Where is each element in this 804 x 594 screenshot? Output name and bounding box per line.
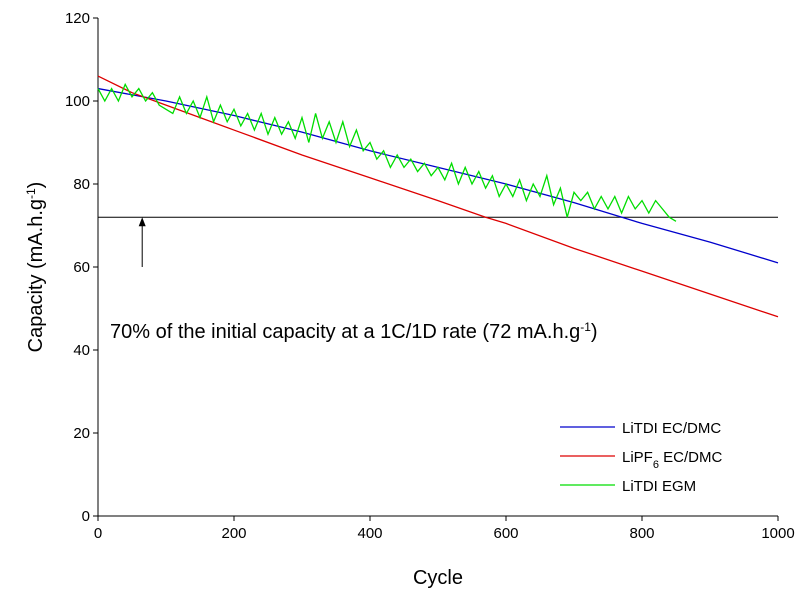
x-tick-label: 400: [357, 525, 382, 542]
legend-label: LiTDI EGM: [622, 478, 696, 495]
y-axis-label: Capacity (mA.h.g-1): [24, 182, 47, 353]
x-tick-label: 1000: [761, 525, 794, 542]
y-tick-label: 40: [73, 342, 90, 359]
annotation-sup: -1: [580, 320, 591, 334]
y-axis-label-part: Capacity (mA.h.g: [25, 199, 47, 352]
annotation-arrowhead: [138, 217, 146, 227]
legend-label-part: LiTDI EGM: [622, 478, 696, 495]
x-tick-label: 0: [94, 525, 102, 542]
x-axis-label: Cycle: [413, 567, 463, 589]
y-tick-label: 120: [65, 10, 90, 27]
x-tick-label: 200: [221, 525, 246, 542]
y-tick-label: 60: [73, 259, 90, 276]
series-line: [97, 82, 677, 222]
legend-label-part: LiTDI EC/DMC: [622, 420, 721, 437]
series-line: [97, 87, 779, 264]
annotation-part: 70% of the initial capacity at a 1C/1D r…: [110, 321, 580, 343]
y-axis-label-sup: -1: [24, 188, 38, 199]
y-tick-label: 80: [73, 176, 90, 193]
legend-label: LiPF6 EC/DMC: [622, 449, 722, 471]
x-tick-label: 800: [629, 525, 654, 542]
legend-label-part: EC/DMC: [659, 449, 723, 466]
legend-label-sub: 6: [653, 459, 659, 471]
y-tick-label: 0: [82, 508, 90, 525]
legend-label: LiTDI EC/DMC: [622, 420, 721, 437]
y-axis-label-part: ): [25, 182, 47, 189]
x-tick-label: 600: [493, 525, 518, 542]
y-tick-label: 100: [65, 93, 90, 110]
y-tick-label: 20: [73, 425, 90, 442]
series-line: [97, 75, 779, 318]
legend-label-part: LiPF: [622, 449, 653, 466]
annotation-part: ): [591, 321, 598, 343]
annotation: 70% of the initial capacity at a 1C/1D r…: [110, 320, 598, 343]
